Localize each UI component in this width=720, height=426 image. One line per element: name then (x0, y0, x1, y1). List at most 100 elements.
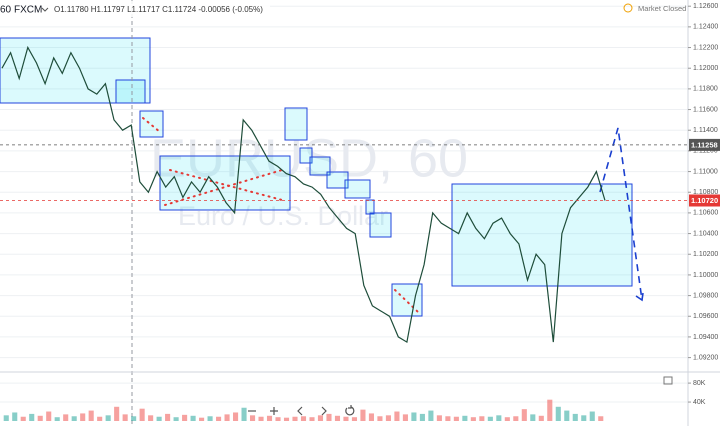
volume-bar (46, 411, 52, 421)
y-tick-label: 1.10800 (693, 189, 718, 196)
y-tick-label: 1.10000 (693, 272, 718, 279)
volume-bar (317, 415, 324, 421)
volume-bar (80, 413, 86, 421)
y-tick-label: 1.12200 (693, 44, 718, 51)
projection-path (599, 127, 643, 301)
plot (0, 45, 688, 421)
volume-bar (88, 410, 94, 421)
pattern-line (169, 169, 283, 201)
volume-bar (479, 416, 485, 421)
zoom-in[interactable] (270, 407, 278, 415)
volume-bar (504, 417, 510, 421)
pane-control[interactable] (663, 376, 673, 385)
pattern-line (164, 169, 283, 206)
volume-bar (462, 415, 468, 421)
watermark-description: Euro / U.S. Dollar (178, 201, 388, 231)
scroll-right[interactable] (321, 406, 327, 416)
symbol-dropdown[interactable] (41, 7, 49, 12)
volume-bar (419, 413, 425, 421)
volume-bar (547, 399, 553, 421)
volume-bar (394, 411, 400, 421)
range-box (344, 179, 371, 199)
price-axis: 1.12600 1.12400 1.12200 1.12000 1.11800 1.116… (688, 3, 720, 406)
pattern-line (142, 117, 161, 133)
volume-bar (165, 413, 171, 421)
range-box (115, 79, 146, 104)
range-box (309, 156, 331, 176)
volume-bar (224, 414, 230, 421)
volume-bar (216, 416, 222, 421)
y-tick-label: 1.09800 (693, 292, 718, 299)
volume-bar (190, 415, 196, 421)
volume-bar (530, 414, 536, 421)
y-tick-label: 80K (693, 380, 706, 387)
y-tick-label: 1.11000 (693, 168, 718, 175)
y-tick-label: 1.11600 (693, 106, 718, 113)
volume-bar (182, 414, 188, 421)
volume-bar (343, 416, 349, 421)
range-box (365, 199, 375, 215)
volume-bar (63, 414, 69, 421)
header-bg (0, 1, 270, 17)
volume-bar (589, 411, 595, 421)
volume-bar (3, 415, 9, 421)
volume-bar (411, 412, 417, 421)
market-status: Market Closed (638, 4, 686, 13)
range-box (299, 147, 313, 164)
volume-bar (20, 416, 26, 421)
volume-bar (148, 415, 154, 421)
y-tick-label: 1.11400 (693, 127, 718, 134)
price-label: 1.10720 (691, 196, 718, 205)
volume-bar (513, 416, 519, 421)
volume-bar (71, 416, 77, 421)
y-tick-label: 1.09400 (693, 334, 718, 341)
price-line (1, 45, 606, 344)
volume-bar (385, 415, 391, 421)
volume-bar (292, 416, 298, 421)
y-tick-label: 1.10400 (693, 230, 718, 237)
volume-bar (436, 415, 442, 421)
y-tick-label: 1.09200 (693, 354, 718, 361)
volume-bar (377, 416, 383, 421)
volume-bar (258, 416, 264, 421)
status-icon (623, 3, 633, 13)
volume-bar (309, 417, 315, 421)
volume-bar (173, 417, 179, 421)
volume-bar (233, 412, 239, 421)
interval[interactable]: 60 (0, 5, 12, 16)
volume-bar (521, 409, 527, 421)
volume-bar (428, 410, 434, 421)
y-tick-label: 1.10600 (693, 210, 718, 217)
y-tick-label: 1.12000 (693, 65, 718, 72)
range-box (284, 107, 308, 141)
volume-bar (360, 409, 366, 421)
volume-bar (470, 417, 476, 421)
scroll-left[interactable] (297, 406, 303, 416)
volume-bar (139, 408, 145, 421)
volume-bar (351, 417, 358, 421)
symbol[interactable]: FXCM (14, 5, 42, 16)
volume-bar (572, 413, 578, 421)
volume-bar (249, 415, 256, 421)
volume-bar (199, 417, 205, 421)
range-box (0, 37, 151, 104)
reset[interactable] (345, 405, 355, 416)
volume-bar (564, 410, 570, 421)
ohlc: O1.11780 H1.11797 L1.11717 C1.11724 -0.0… (54, 5, 263, 14)
grid (0, 5, 688, 403)
volume-bar (326, 413, 332, 421)
volume-bar (156, 416, 162, 421)
y-tick-label: 1.10200 (693, 251, 718, 258)
volume-bar (207, 416, 213, 421)
volume-bar (487, 416, 493, 421)
y-tick-label: 1.12600 (693, 3, 718, 10)
volume-bar (275, 417, 281, 421)
toolbar (248, 405, 355, 416)
y-tick-label: 1.09600 (693, 313, 718, 320)
volume-bar (37, 415, 43, 421)
range-box (369, 212, 392, 238)
y-tick-label: 40K (693, 399, 706, 406)
volume-bar (496, 415, 502, 421)
volume-bar (114, 406, 120, 421)
